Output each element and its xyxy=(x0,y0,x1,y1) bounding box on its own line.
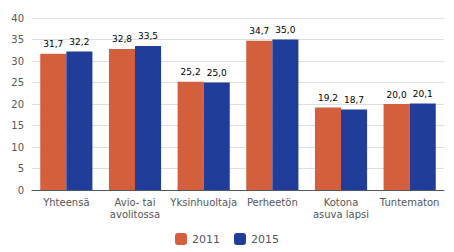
svg-text:10: 10 xyxy=(11,142,24,153)
svg-text:0: 0 xyxy=(18,185,24,196)
svg-text:25,0: 25,0 xyxy=(207,68,227,78)
svg-text:20: 20 xyxy=(11,99,24,110)
svg-text:40: 40 xyxy=(11,13,24,24)
svg-text:Perheetön: Perheetön xyxy=(247,197,298,208)
svg-text:Yksinhuoltaja: Yksinhuoltaja xyxy=(169,197,237,208)
svg-text:31,7: 31,7 xyxy=(43,39,63,49)
svg-text:35,0: 35,0 xyxy=(275,25,295,35)
svg-text:15: 15 xyxy=(11,120,24,131)
svg-text:2011: 2011 xyxy=(192,233,220,246)
svg-text:asuva lapsi: asuva lapsi xyxy=(313,209,369,220)
svg-text:20,0: 20,0 xyxy=(387,90,407,100)
svg-text:34,7: 34,7 xyxy=(249,26,269,36)
svg-text:33,5: 33,5 xyxy=(138,31,158,41)
svg-text:Kotona: Kotona xyxy=(324,197,359,208)
svg-text:30: 30 xyxy=(11,56,24,67)
svg-text:32,8: 32,8 xyxy=(112,34,132,44)
svg-text:19,2: 19,2 xyxy=(318,93,338,103)
svg-text:25: 25 xyxy=(11,77,24,88)
svg-text:35: 35 xyxy=(11,34,24,45)
svg-text:avolitossa: avolitossa xyxy=(110,209,160,220)
svg-text:Yhteensä: Yhteensä xyxy=(42,197,89,208)
svg-text:32,2: 32,2 xyxy=(69,37,89,47)
svg-text:Avio- tai: Avio- tai xyxy=(115,197,156,208)
svg-text:5: 5 xyxy=(18,163,24,174)
svg-text:25,2: 25,2 xyxy=(181,67,201,77)
svg-text:20,1: 20,1 xyxy=(413,89,433,99)
svg-text:Tuntematon: Tuntematon xyxy=(379,197,440,208)
svg-text:18,7: 18,7 xyxy=(344,95,364,105)
svg-text:2015: 2015 xyxy=(251,233,279,246)
